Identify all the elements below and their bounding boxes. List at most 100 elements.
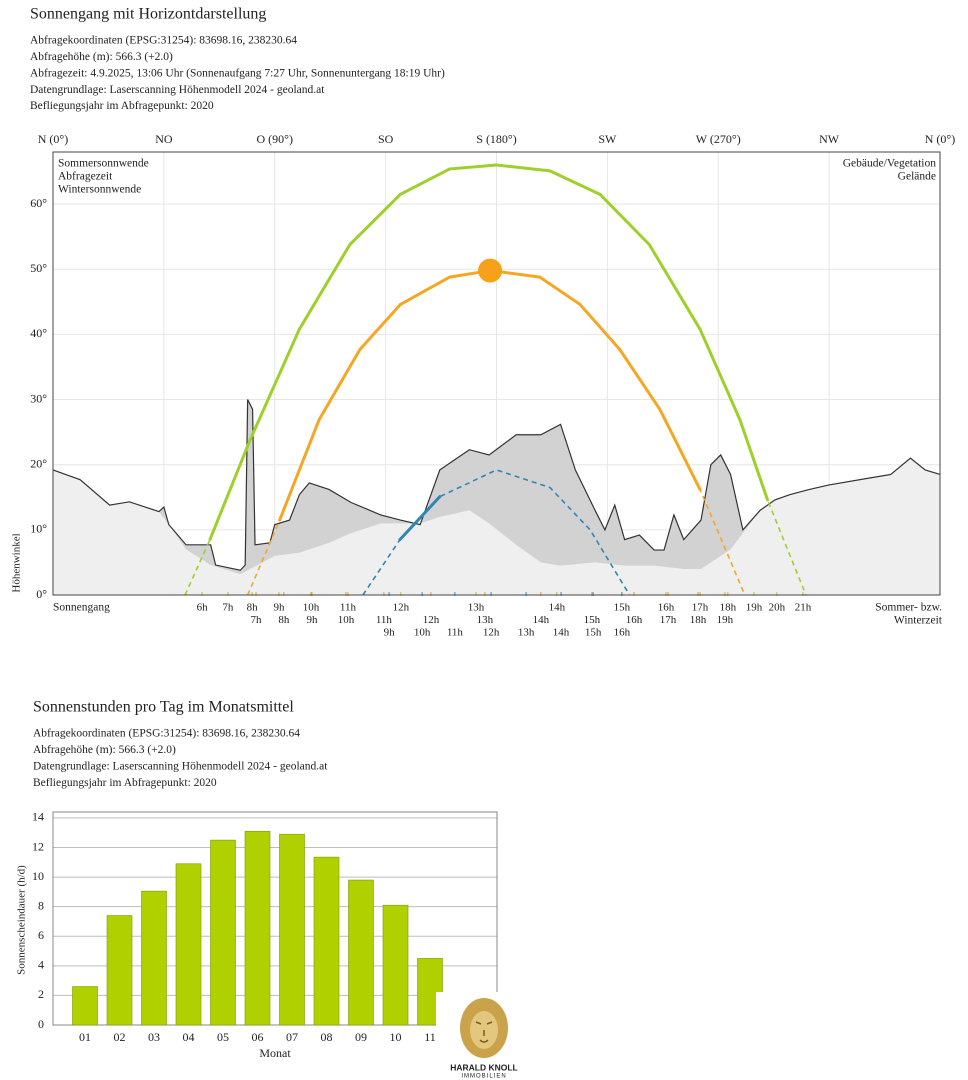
legend-entry: Abfragezeit: [58, 171, 113, 183]
hour-label: 16h: [626, 614, 643, 626]
hour-label: 15h: [585, 627, 602, 639]
hour-label: 18h: [690, 614, 707, 626]
sun-path-visible: [398, 275, 452, 306]
chart-title: Sonnenstunden pro Tag im Monatsmittel: [33, 699, 294, 716]
sun-position: [478, 258, 503, 283]
note-left: Sonnengang: [53, 602, 110, 614]
y-tick-label: 8: [38, 898, 44, 912]
y-tick-label: 6: [38, 928, 44, 942]
sun-path-visible: [598, 192, 651, 247]
sun-path-visible: [317, 347, 362, 422]
legend-entry: Gebäude/Vegetation: [843, 158, 936, 170]
hour-label: 18h: [720, 602, 737, 614]
chart-title: Sonnengang mit Horizontdarstellung: [30, 6, 266, 23]
plot-frame: [52, 811, 498, 1026]
hour-label: 11h: [340, 602, 357, 614]
hour-label: 11h: [376, 614, 393, 626]
hour-label: 13h: [518, 627, 535, 639]
x-tick-label: 02: [114, 1030, 126, 1044]
horizon-area: [53, 399, 940, 595]
note-right: Sommer- bzw.: [875, 602, 942, 614]
x-tick-label: N (0°): [925, 132, 955, 146]
bar: [313, 856, 340, 1026]
x-tick-label: NO: [155, 132, 173, 146]
x-tick-label: O (90°): [257, 132, 293, 146]
sun-path-visible: [348, 192, 402, 247]
hour-label: 13h: [468, 602, 485, 614]
sun-path-visible: [448, 163, 498, 171]
x-tick-label: 04: [183, 1030, 195, 1044]
hour-label: 6h: [197, 602, 209, 614]
hour-label: 9h: [306, 614, 318, 626]
hour-label: 10h: [338, 614, 355, 626]
y-axis-label: Höhenwinkel: [11, 533, 23, 592]
x-tick-label: N (0°): [38, 132, 68, 146]
sun-path-visible: [698, 327, 742, 422]
hour-label: 9h: [384, 627, 396, 639]
y-tick-label: 14: [32, 810, 44, 824]
x-tick-label: 03: [148, 1030, 160, 1044]
info-line: Abfragezeit: 4.9.2025, 13:06 Uhr (Sonnen…: [30, 67, 445, 79]
hour-label: 17h: [692, 602, 709, 614]
hour-label: 16h: [658, 602, 675, 614]
bar: [382, 904, 409, 1026]
info-line: Befliegungsjahr im Abfragepunkt: 2020: [30, 100, 214, 112]
hour-label: 14h: [533, 614, 550, 626]
hour-label: 16h: [614, 627, 631, 639]
hour-label: 8h: [247, 602, 259, 614]
logo-lion-features: [475, 1021, 493, 1043]
bar: [244, 830, 271, 1026]
hour-label: 19h: [746, 602, 763, 614]
y-tick-label: 2: [38, 987, 44, 1001]
y-tick-label: 0: [38, 1017, 44, 1031]
x-tick-label: 07: [286, 1030, 298, 1044]
x-tick-label: 08: [321, 1030, 333, 1044]
logo-sub: IMMOBILIEN: [461, 1074, 506, 1080]
sun-path-visible: [658, 407, 702, 491]
logo: HARALD KNOLL IMMOBILIEN: [436, 992, 528, 1080]
sun-path-visible: [208, 438, 252, 542]
x-tick-label: 10: [390, 1030, 402, 1044]
content: Sonnengang mit Horizontdarstellung Abfrag…: [11, 6, 956, 1060]
y-tick-label: 10°: [30, 522, 47, 536]
bar: [348, 879, 374, 1026]
sun-path-visible: [398, 167, 452, 196]
sun-path-visible: [278, 418, 321, 522]
x-tick-label: 06: [252, 1030, 264, 1044]
hour-label: 7h: [251, 614, 263, 626]
info-line: Abfragehöhe (m): 566.3 (+2.0): [33, 744, 176, 756]
hour-label: 19h: [717, 614, 734, 626]
horizon-line: [52, 399, 941, 571]
hour-label: 9h: [273, 602, 285, 614]
sun-path-visible: [297, 243, 352, 331]
horizon-area: [53, 458, 940, 595]
legend-entry: Wintersonnwende: [58, 184, 141, 196]
hour-label: 14h: [549, 602, 566, 614]
x-tick-label: SW: [598, 132, 617, 146]
hour-label: 21h: [795, 602, 812, 614]
y-tick-label: 4: [38, 958, 44, 972]
y-tick-label: 40°: [30, 326, 47, 340]
info-line: Abfragekoordinaten (EPSG:31254): 83698.1…: [33, 728, 300, 740]
sun-path-visible: [578, 302, 622, 351]
sun-path-visible: [495, 163, 552, 173]
x-axis-label: Monat: [259, 1046, 291, 1060]
sun-path-visible: [647, 243, 702, 331]
bar: [175, 863, 202, 1026]
hour-label: 12h: [483, 627, 500, 639]
hour-label: 14h: [553, 627, 570, 639]
hour-label: 10h: [414, 627, 431, 639]
bar: [279, 833, 305, 1026]
bar: [106, 915, 133, 1026]
y-tick-label: 30°: [30, 391, 47, 405]
y-tick-label: 10: [32, 869, 44, 883]
info-line: Datengrundlage: Laserscanning Höhenmodel…: [30, 84, 325, 96]
y-tick-label: 0°: [36, 587, 47, 601]
y-axis-label: Sonnenscheindauer (h/d): [16, 865, 28, 975]
note-right: Winterzeit: [894, 615, 943, 627]
sun-path-visible: [738, 418, 770, 502]
hour-label: 10h: [303, 602, 320, 614]
sun-path-visible: [538, 275, 582, 306]
x-tick-label: 05: [217, 1030, 229, 1044]
